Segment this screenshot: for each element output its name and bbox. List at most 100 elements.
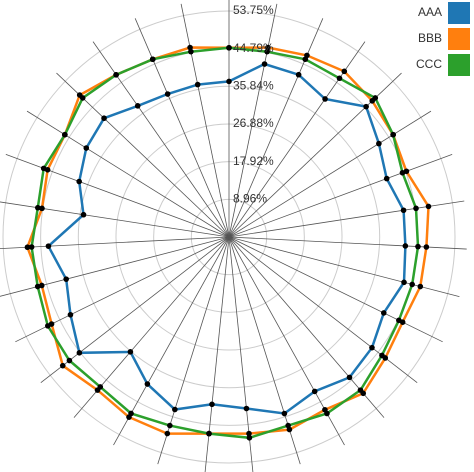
tick-label: 8.96%: [233, 191, 267, 205]
legend-label: CCC: [416, 57, 442, 71]
data-point: [413, 205, 419, 212]
data-point: [209, 401, 215, 408]
data-point: [261, 61, 268, 67]
tick-label: 35.84%: [233, 78, 274, 92]
data-point: [45, 243, 52, 249]
data-point: [246, 430, 252, 437]
spoke: [228, 41, 366, 238]
legend-swatch: [448, 28, 470, 50]
spoke: [0, 201, 230, 238]
data-point: [295, 71, 302, 78]
tick-label: 53.75%: [233, 3, 274, 17]
data-point: [164, 91, 171, 97]
data-point: [127, 349, 134, 355]
data-point: [164, 430, 171, 437]
spoke: [228, 236, 467, 250]
legend: AAA BBB CCC: [416, 2, 470, 76]
data-point: [372, 95, 379, 101]
data-point: [45, 323, 51, 329]
data-point: [66, 357, 73, 364]
data-point: [149, 56, 156, 63]
data-point: [35, 204, 41, 211]
data-point: [167, 422, 173, 429]
data-point: [243, 405, 250, 412]
data-point: [311, 388, 318, 395]
data-point: [34, 283, 41, 290]
data-point: [423, 244, 430, 250]
data-point: [226, 44, 232, 51]
data-point: [402, 243, 409, 249]
data-point: [128, 410, 134, 417]
data-point: [336, 75, 343, 82]
tick-layer: 8.96% 17.92% 26.88% 35.84% 44.79% 53.75%: [233, 3, 274, 205]
data-point: [144, 381, 151, 387]
spoke: [180, 3, 230, 238]
data-point: [281, 410, 288, 417]
spoke: [228, 153, 453, 238]
data-point: [101, 115, 107, 122]
data-point: [226, 78, 232, 85]
data-point: [80, 211, 87, 218]
data-point: [188, 48, 194, 55]
data-point: [40, 165, 47, 172]
spoke: [26, 110, 230, 238]
spoke: [40, 236, 230, 383]
data-point: [383, 175, 390, 182]
data-point: [346, 374, 353, 381]
data-point: [194, 81, 201, 88]
data-point: [113, 72, 119, 78]
data-point: [369, 344, 375, 351]
tick-label: 44.79%: [233, 41, 274, 55]
data-point: [380, 310, 387, 316]
tick-label: 17.92%: [233, 154, 274, 168]
data-point: [425, 203, 432, 210]
data-point: [401, 279, 407, 286]
legend-swatch: [448, 54, 470, 76]
data-point: [302, 56, 309, 63]
data-point: [24, 244, 31, 251]
data-point: [400, 207, 407, 214]
legend-swatch: [448, 2, 470, 24]
spoke: [228, 236, 385, 418]
data-point: [341, 68, 348, 75]
data-point: [415, 243, 421, 250]
data-point: [39, 205, 45, 212]
spoke: [228, 236, 418, 383]
spoke: [228, 236, 443, 343]
data-point: [67, 311, 74, 318]
data-point: [206, 430, 212, 437]
data-point: [246, 434, 253, 441]
data-point: [285, 422, 291, 429]
spoke: [228, 200, 465, 238]
legend-label: BBB: [418, 31, 442, 45]
data-point: [363, 103, 369, 110]
data-point: [63, 276, 69, 282]
data-point: [264, 48, 270, 55]
data-point: [76, 178, 82, 185]
data-point: [357, 387, 364, 393]
data-point: [399, 169, 406, 176]
spoke: [228, 3, 278, 238]
data-point: [390, 131, 396, 138]
tick-label: 26.88%: [233, 116, 274, 130]
spoke: [228, 110, 432, 238]
data-point: [62, 131, 68, 138]
data-point: [79, 95, 86, 101]
data-point: [83, 145, 90, 151]
data-point: [172, 406, 178, 413]
spoke: [56, 72, 230, 238]
data-point: [376, 140, 382, 147]
series-line: [46, 62, 407, 415]
data-point: [59, 362, 66, 369]
data-point: [134, 103, 141, 109]
data-point: [76, 350, 83, 356]
spoke: [113, 236, 230, 446]
data-point: [417, 283, 424, 290]
spoke: [134, 18, 230, 238]
series-layer: [24, 44, 432, 441]
data-point: [379, 352, 385, 359]
data-point: [322, 96, 328, 102]
data-point: [28, 244, 35, 250]
data-point: [324, 410, 330, 417]
